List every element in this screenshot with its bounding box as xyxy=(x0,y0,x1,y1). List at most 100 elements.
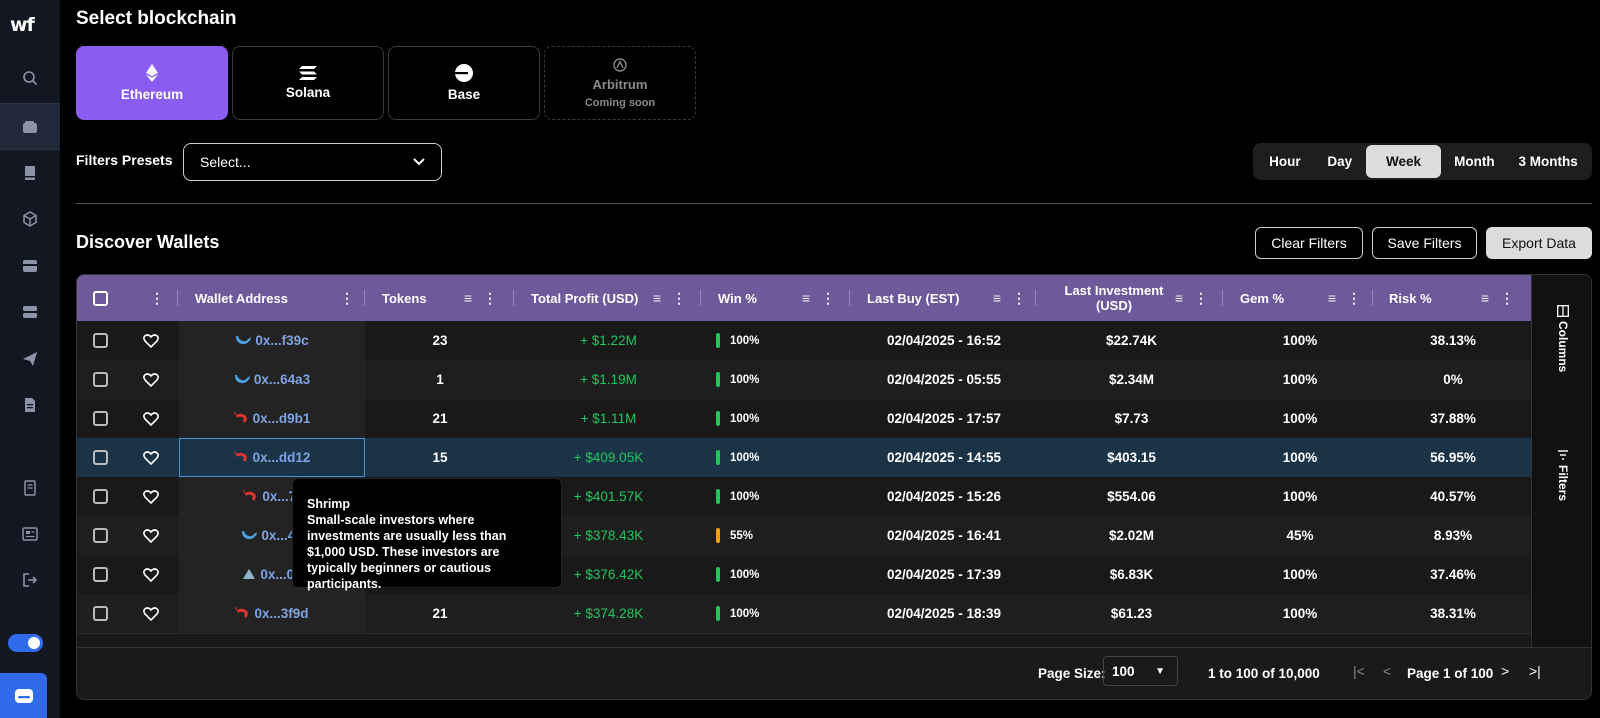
table-row[interactable]: 0x...64a3 1 + $1.19M 100% 02/04/2025 - 05:55… xyxy=(77,360,1531,400)
time-range-selector: Hour Day Week Month 3 Months xyxy=(1253,143,1592,180)
last-page-icon[interactable]: >| xyxy=(1529,663,1541,679)
page-indicator: Page 1 of 100 xyxy=(1407,666,1494,681)
filter-icon[interactable]: ≡ xyxy=(1174,290,1184,306)
last-buy-cell: 02/04/2025 - 14:55 xyxy=(886,450,1002,465)
favorite-heart-icon[interactable] xyxy=(123,594,179,633)
header-last-investment[interactable]: Last Investment (USD) ≡ ⋮ xyxy=(1064,283,1209,313)
filters-presets-label: Filters Presets xyxy=(76,152,173,168)
column-menu-icon[interactable]: ⋮ xyxy=(483,289,497,306)
book-icon[interactable] xyxy=(12,158,48,188)
favorite-heart-icon[interactable] xyxy=(123,477,179,516)
chain-label: Arbitrum xyxy=(592,76,648,92)
table-row[interactable]: 0x...f39c 23 + $1.22M 100% 02/04/2025 - 16:5… xyxy=(77,321,1531,361)
search-icon[interactable] xyxy=(12,63,48,93)
filter-icon[interactable]: ≡ xyxy=(1480,290,1490,306)
range-hour[interactable]: Hour xyxy=(1269,154,1301,169)
wallet-address-cell[interactable]: 0x...64a3 xyxy=(179,360,365,399)
document-icon[interactable] xyxy=(12,390,48,420)
wallet-address-cell[interactable]: 0x...f39c xyxy=(179,321,365,360)
wallet-type-tooltip: Shrimp Small-scale investors where inves… xyxy=(292,478,562,591)
column-menu-icon[interactable]: ⋮ xyxy=(1012,289,1026,306)
header-gem-pct[interactable]: Gem % ≡ ⋮ xyxy=(1240,289,1361,307)
last-investment-cell: $403.15 xyxy=(1107,450,1156,465)
header-risk-pct[interactable]: Risk % ≡ ⋮ xyxy=(1389,289,1514,307)
next-page-icon[interactable]: > xyxy=(1501,663,1510,679)
last-investment-cell: $2.02M xyxy=(1108,528,1155,543)
chain-ethereum[interactable]: Ethereum xyxy=(76,46,228,120)
favorite-heart-icon[interactable] xyxy=(123,321,179,360)
wallet-connect-icon[interactable] xyxy=(0,673,47,718)
header-win-pct[interactable]: Win % ≡ ⋮ xyxy=(718,289,835,307)
filter-icon[interactable]: ≡ xyxy=(463,290,473,306)
column-menu-icon[interactable]: ⋮ xyxy=(1500,289,1514,306)
server-icon[interactable] xyxy=(12,297,48,327)
column-menu-icon[interactable]: ⋮ xyxy=(340,289,354,306)
row-checkbox[interactable] xyxy=(77,555,123,594)
export-data-button[interactable]: Export Data xyxy=(1486,227,1592,259)
cube-icon[interactable] xyxy=(12,204,48,234)
column-menu-icon[interactable]: ⋮ xyxy=(821,289,835,306)
clear-filters-button[interactable]: Clear Filters xyxy=(1255,227,1363,259)
filter-icon[interactable]: ≡ xyxy=(801,290,811,306)
filters-presets-select[interactable]: Select... xyxy=(183,143,442,181)
logout-icon[interactable] xyxy=(12,565,48,595)
wallet-address-cell[interactable]: 0x...3f9d xyxy=(179,594,365,633)
row-checkbox[interactable] xyxy=(77,594,123,633)
filter-icon[interactable]: ≡ xyxy=(652,290,662,306)
select-all-checkbox[interactable] xyxy=(93,275,113,321)
first-page-icon[interactable]: |< xyxy=(1353,663,1365,679)
chain-solana[interactable]: Solana xyxy=(232,46,384,120)
table-header: ⋮ Wallet Address ⋮ Tokens ≡ ⋮ Total Prof… xyxy=(77,275,1531,321)
win-cell: 100% xyxy=(702,321,850,360)
page-size-select[interactable]: 100 ▼ xyxy=(1103,656,1178,686)
theme-toggle[interactable] xyxy=(8,634,43,652)
favorite-heart-icon[interactable] xyxy=(123,516,179,555)
news-icon[interactable] xyxy=(12,519,48,549)
receipt-icon[interactable] xyxy=(12,473,48,503)
column-menu-icon[interactable]: ⋮ xyxy=(1347,289,1361,306)
range-day[interactable]: Day xyxy=(1327,154,1353,169)
table-row[interactable]: 0x...d9b1 21 + $1.11M 100% 02/04/2025 - 17:5… xyxy=(77,399,1531,439)
row-checkbox[interactable] xyxy=(77,438,123,477)
wallet-address-cell[interactable]: 0x...d9b1 xyxy=(179,399,365,438)
column-menu-icon[interactable]: ⋮ xyxy=(150,289,164,306)
filter-icon[interactable]: ≡ xyxy=(992,290,1002,306)
row-checkbox[interactable] xyxy=(77,321,123,360)
card-icon[interactable] xyxy=(12,251,48,281)
send-icon[interactable] xyxy=(12,344,48,374)
row-checkbox[interactable] xyxy=(77,399,123,438)
column-menu-icon[interactable]: ⋮ xyxy=(672,289,686,306)
row-checkbox[interactable] xyxy=(77,516,123,555)
last-investment-cell: $2.34M xyxy=(1108,372,1155,387)
favorite-heart-icon[interactable] xyxy=(123,438,179,477)
app-logo[interactable]: wf xyxy=(10,14,35,36)
column-menu-icon[interactable]: ⋮ xyxy=(1194,289,1208,306)
row-checkbox[interactable] xyxy=(77,360,123,399)
profit-cell: + $1.19M xyxy=(580,372,637,387)
header-wallet-address[interactable]: Wallet Address ⋮ xyxy=(195,289,354,306)
gem-cell: 100% xyxy=(1282,567,1318,582)
filter-icon[interactable]: ≡ xyxy=(1327,290,1337,306)
chain-base[interactable]: Base xyxy=(388,46,540,120)
table-row[interactable]: 0x...dd12 15 + $409.05K 100% 02/04/2025 - 14… xyxy=(77,438,1531,478)
save-filters-button[interactable]: Save Filters xyxy=(1372,227,1477,259)
wallet-icon[interactable] xyxy=(0,103,60,150)
prev-page-icon[interactable]: < xyxy=(1383,663,1392,679)
header-last-buy[interactable]: Last Buy (EST) ≡ ⋮ xyxy=(867,289,1026,307)
range-3-months[interactable]: 3 Months xyxy=(1518,154,1578,169)
header-tokens[interactable]: Tokens ≡ ⋮ xyxy=(382,289,497,307)
risk-cell: 38.31% xyxy=(1430,606,1476,621)
range-month[interactable]: Month xyxy=(1454,154,1495,169)
wallet-address-cell[interactable]: 0x...dd12 xyxy=(179,438,365,477)
row-checkbox[interactable] xyxy=(77,477,123,516)
favorite-heart-icon[interactable] xyxy=(123,399,179,438)
win-bar xyxy=(716,567,720,582)
table-row[interactable]: 0x...3f9d 21 + $374.28K 100% 02/04/2025 - 18… xyxy=(77,594,1531,634)
columns-tab[interactable]: Columns xyxy=(1532,305,1591,372)
filters-tab[interactable]: Filters xyxy=(1532,449,1591,501)
range-week[interactable]: Week xyxy=(1365,145,1442,178)
header-total-profit[interactable]: Total Profit (USD) ≡ ⋮ xyxy=(531,289,686,307)
favorite-heart-icon[interactable] xyxy=(123,360,179,399)
favorite-heart-icon[interactable] xyxy=(123,555,179,594)
win-bar xyxy=(716,528,720,543)
